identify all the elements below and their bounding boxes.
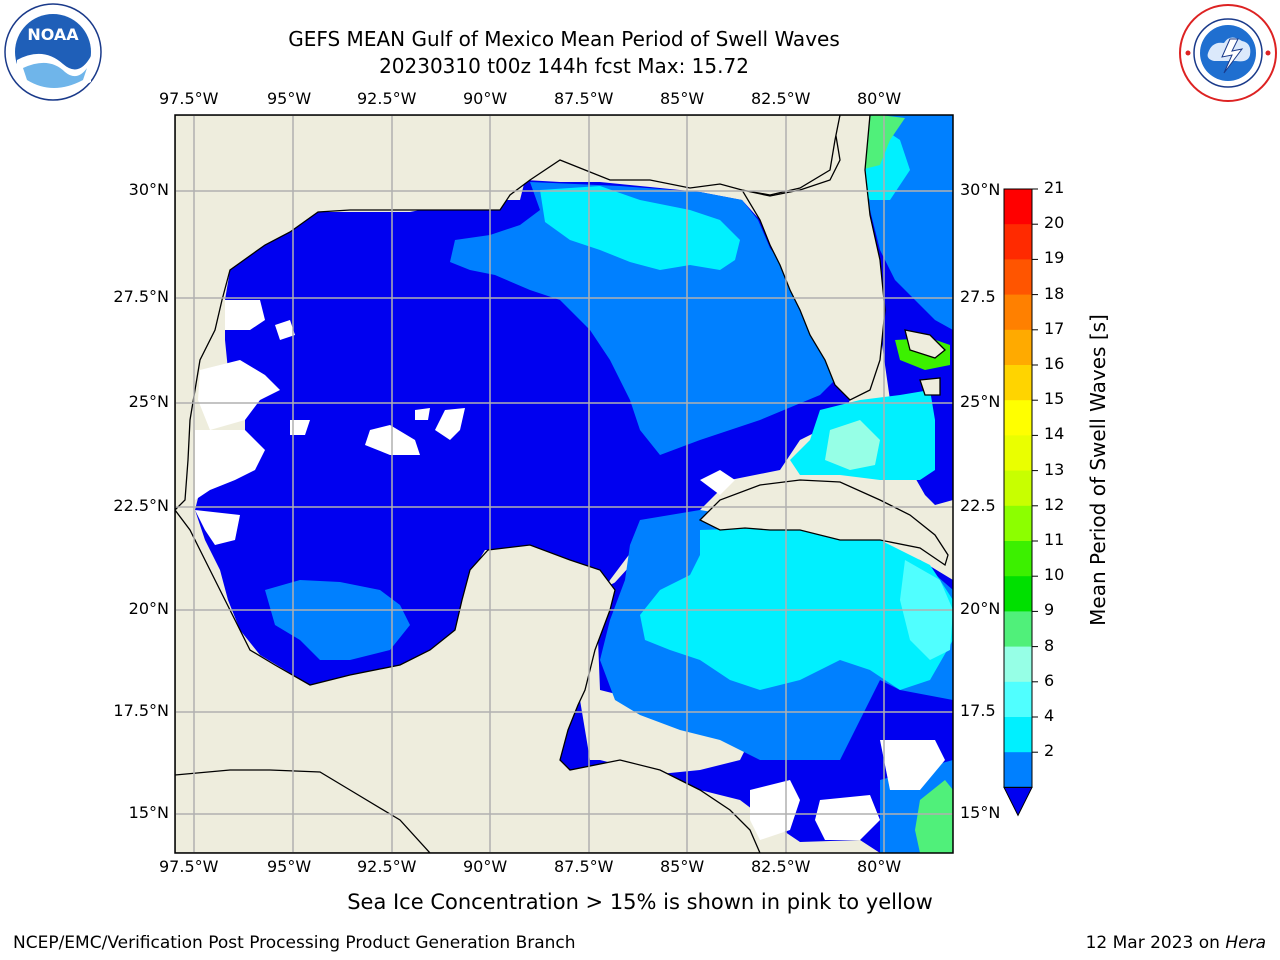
lon-label-bottom: 90°W <box>463 857 508 876</box>
footer-host: Hera <box>1225 933 1266 953</box>
colorbar-tick-label: 18 <box>1044 283 1065 303</box>
no-data-patches <box>195 300 945 840</box>
noaa-logo-text: NOAA <box>27 25 79 44</box>
colorbar-tick-label: 19 <box>1044 248 1065 268</box>
colorbar-segment <box>1004 541 1032 577</box>
coastlines <box>175 115 949 853</box>
lon-label-top: 92.5°W <box>357 89 417 108</box>
colorbar-segment <box>1004 646 1032 683</box>
colorbar-frame <box>1003 188 1033 788</box>
colorbar-tick-label: 14 <box>1044 424 1065 444</box>
colorbar-tick-label: 16 <box>1044 354 1065 373</box>
lon-label-bottom: 82.5°W <box>751 857 811 876</box>
lat-label-left: 22.5°N <box>113 496 169 515</box>
colorbar-tick-label: 10 <box>1044 565 1065 585</box>
colorbar-segment <box>1004 365 1032 401</box>
colorbar-tick-label: 12 <box>1044 494 1065 514</box>
chart-title: GEFS MEAN Gulf of Mexico Mean Period of … <box>288 27 840 51</box>
footer-credit: NCEP/EMC/Verification Post Processing Pr… <box>13 933 576 953</box>
chart-subtitle: 20230310 t00z 144h fcst Max: 15.72 <box>379 54 749 78</box>
colorbar <box>1003 188 1038 817</box>
colorbar-tick-label: 20 <box>1044 213 1065 233</box>
colorbar-segment <box>1004 611 1032 648</box>
colorbar-segment <box>1004 717 1032 753</box>
lat-label-left: 30°N <box>128 180 169 199</box>
lon-label-bottom: 92.5°W <box>357 857 417 876</box>
sea-ice-note: Sea Ice Concentration > 15% is shown in … <box>347 890 933 914</box>
lat-label-right: 20°N <box>960 599 1001 618</box>
colorbar-tick-label: 11 <box>1044 530 1065 549</box>
colorbar-segment <box>1004 400 1032 436</box>
map-gridlines <box>175 115 953 853</box>
colorbar-tick-label: 2 <box>1044 741 1055 761</box>
nws-logo <box>1178 3 1278 107</box>
colorbar-tick-label: 8 <box>1044 635 1055 655</box>
colorbar-segment <box>1004 752 1032 788</box>
colorbar-segment <box>1004 435 1032 472</box>
colorbar-segment <box>1004 224 1032 260</box>
colorbar-segment <box>1004 259 1032 296</box>
lat-label-left: 15°N <box>128 803 169 822</box>
colorbar-segment <box>1004 294 1032 331</box>
colorbar-tick-label: 21 <box>1044 178 1065 197</box>
lon-label-top: 80°W <box>857 89 902 108</box>
colorbar-title: Mean Period of Swell Waves [s] <box>1086 314 1110 626</box>
lon-label-top: 95°W <box>267 89 312 108</box>
lat-label-left: 20°N <box>128 599 169 618</box>
colorbar-tick-label: 13 <box>1044 459 1065 479</box>
swell-zone-4-6-north <box>540 186 740 270</box>
colorbar-tick-label: 4 <box>1044 706 1055 725</box>
lat-label-left: 17.5°N <box>113 701 169 720</box>
swell-zone-4-6-south <box>640 528 953 690</box>
map-panel <box>175 115 953 853</box>
colorbar-tick-label: 15 <box>1044 389 1065 409</box>
map-frame <box>174 114 954 854</box>
noaa-logo: NOAA <box>3 2 103 106</box>
lat-label-right: 27.5 <box>960 287 996 306</box>
lon-label-top: 90°W <box>463 89 508 108</box>
colorbar-tick-label: 17 <box>1044 318 1065 338</box>
colorbar-segment <box>1004 505 1032 542</box>
lon-label-bottom: 80°W <box>857 857 902 876</box>
lat-label-right: 25°N <box>960 392 1001 411</box>
lat-label-right: 15°N <box>960 803 1001 822</box>
colorbar-segment <box>1004 329 1032 366</box>
colorbar-tick-label: 9 <box>1044 600 1055 620</box>
lon-label-bottom: 85°W <box>660 857 705 876</box>
lon-label-top: 82.5°W <box>751 89 811 108</box>
colorbar-extend-arrow <box>1003 786 1033 817</box>
footer-date-text: 12 Mar 2023 on <box>1085 933 1226 953</box>
lon-label-top: 97.5°W <box>159 89 219 108</box>
colorbar-segment <box>1004 470 1032 507</box>
lon-label-bottom: 87.5°W <box>554 857 614 876</box>
lon-label-bottom: 95°W <box>267 857 312 876</box>
lon-label-top: 85°W <box>660 89 705 108</box>
lat-label-left: 27.5°N <box>113 287 169 306</box>
lat-label-right: 22.5 <box>960 496 996 515</box>
lon-label-bottom: 97.5°W <box>159 857 219 876</box>
lat-label-left: 25°N <box>128 392 169 411</box>
colorbar-tick-label: 6 <box>1044 670 1055 690</box>
swell-zone-9-12-southeast <box>915 780 953 853</box>
colorbar-segment <box>1004 576 1032 612</box>
colorbar-segment <box>1004 189 1032 225</box>
swell-zone-6-9-straits <box>825 420 880 470</box>
lat-label-right: 17.5 <box>960 701 996 720</box>
lon-label-top: 87.5°W <box>554 89 614 108</box>
lat-label-right: 30°N <box>960 180 1001 199</box>
swell-zone-2-4-north <box>450 182 835 455</box>
swell-zone-2-4-west <box>265 580 410 660</box>
footer-date: 12 Mar 2023 on Hera <box>1086 933 1266 953</box>
colorbar-segment <box>1004 681 1032 718</box>
